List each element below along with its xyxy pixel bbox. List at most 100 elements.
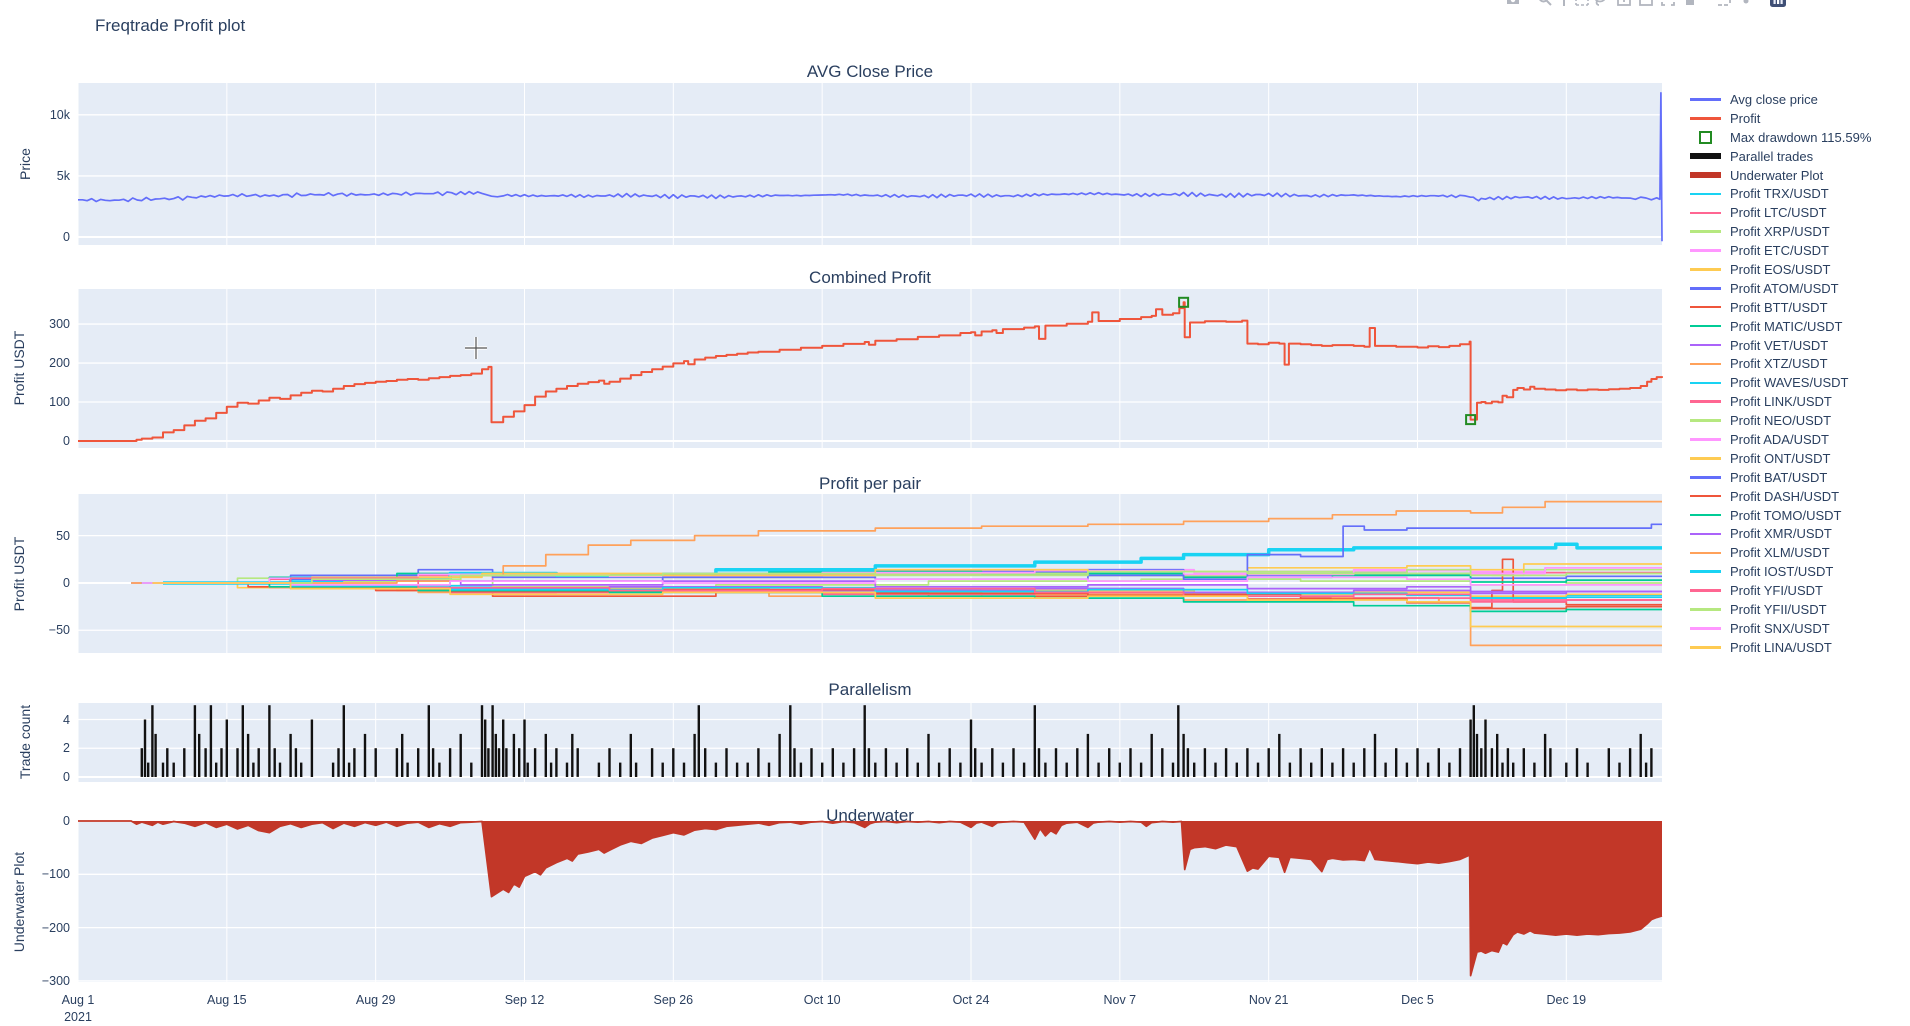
- parallel-trades-bar: [1054, 748, 1058, 777]
- legend-label: Profit VET/USDT: [1730, 337, 1829, 353]
- zoom-in-icon[interactable]: [1616, 0, 1634, 9]
- parallel-trades-bar: [1193, 762, 1196, 777]
- legend-item-profit-etc-usdt[interactable]: Profit ETC/USDT: [1690, 241, 1871, 260]
- legend-swatch: [1690, 476, 1721, 479]
- parallel-trades-bar: [1458, 748, 1462, 777]
- parallel-trades-bar: [497, 748, 501, 777]
- parallel-trades-bar: [1150, 733, 1153, 777]
- reset-axes-icon[interactable]: [1682, 0, 1700, 9]
- legend-item-avg-close-price[interactable]: Avg close price: [1690, 90, 1871, 109]
- legend-item-profit-trx-usdt[interactable]: Profit TRX/USDT: [1690, 184, 1871, 203]
- box-select-icon[interactable]: [1574, 0, 1592, 9]
- legend-item-profit-btt-usdt[interactable]: Profit BTT/USDT: [1690, 298, 1871, 317]
- parallel-trades-bar: [337, 748, 340, 777]
- y-tick-label: 0: [63, 230, 70, 245]
- parallel-trades-bar: [273, 748, 276, 777]
- legend-item-profit-matic-usdt[interactable]: Profit MATIC/USDT: [1690, 317, 1871, 336]
- zoom-icon[interactable]: [1537, 0, 1555, 9]
- series-line-underwater-plot: [78, 820, 1663, 977]
- legend-item-profit-neo-usdt[interactable]: Profit NEO/USDT: [1690, 411, 1871, 430]
- legend-item-profit[interactable]: Profit: [1690, 109, 1871, 128]
- legend-item-profit-yfi-usdt[interactable]: Profit YFI/USDT: [1690, 581, 1871, 600]
- legend-item-profit-ltc-usdt[interactable]: Profit LTC/USDT: [1690, 203, 1871, 222]
- legend-item-profit-ont-usdt[interactable]: Profit ONT/USDT: [1690, 449, 1871, 468]
- legend-item-profit-atom-usdt[interactable]: Profit ATOM/USDT: [1690, 279, 1871, 298]
- parallel-trades-bar: [895, 762, 898, 777]
- y-tick-label: 0: [63, 770, 70, 784]
- legend-swatch: [1690, 627, 1721, 630]
- parallel-trades-bar: [1501, 762, 1504, 777]
- pan-icon[interactable]: [1556, 0, 1574, 9]
- legend-label: Profit TOMO/USDT: [1730, 507, 1842, 523]
- subplot-1-plot-area[interactable]: [78, 83, 1662, 245]
- legend-item-profit-iost-usdt[interactable]: Profit IOST/USDT: [1690, 562, 1871, 581]
- parallel-trades-bar: [661, 762, 664, 777]
- legend-swatch: [1690, 589, 1721, 592]
- legend-label: Profit LINA/USDT: [1730, 639, 1832, 655]
- legend-item-profit-vet-usdt[interactable]: Profit VET/USDT: [1690, 336, 1871, 355]
- parallel-trades-bar: [172, 762, 175, 777]
- modebar: [0, 0, 1910, 11]
- legend-item-profit-link-usdt[interactable]: Profit LINK/USDT: [1690, 392, 1871, 411]
- legend-item-profit-xrp-usdt[interactable]: Profit XRP/USDT: [1690, 222, 1871, 241]
- parallel-trades-bar: [1044, 762, 1047, 777]
- parallel-trades-bar: [672, 748, 675, 777]
- legend-swatch: [1690, 494, 1721, 498]
- legend-label: Profit MATIC/USDT: [1730, 318, 1843, 334]
- parallel-trades-bar: [842, 762, 845, 777]
- legend-item-profit-ada-usdt[interactable]: Profit ADA/USDT: [1690, 430, 1871, 449]
- parallel-trades-bar: [147, 762, 150, 777]
- parallel-trades-bar: [1235, 762, 1238, 777]
- legend-item-max-drawdown-115-59-[interactable]: Max drawdown 115.59%: [1690, 128, 1871, 147]
- legend-item-profit-xlm-usdt[interactable]: Profit XLM/USDT: [1690, 543, 1871, 562]
- plotly-logo[interactable]: [1770, 0, 1788, 9]
- zoom-out-icon[interactable]: [1638, 0, 1656, 9]
- parallel-trades-bar: [480, 705, 484, 777]
- lasso-select-icon[interactable]: [1592, 0, 1610, 9]
- toggle-spikelines-icon[interactable]: [1716, 0, 1734, 9]
- parallel-trades-bar: [799, 762, 803, 777]
- subplot-2-plot-area[interactable]: [78, 289, 1662, 448]
- legend-item-profit-dash-usdt[interactable]: Profit DASH/USDT: [1690, 487, 1871, 506]
- legend-label: Profit NEO/USDT: [1730, 413, 1832, 429]
- legend-item-profit-waves-usdt[interactable]: Profit WAVES/USDT: [1690, 373, 1871, 392]
- x-tick-label: Aug 15: [206, 993, 247, 1007]
- legend-item-profit-xmr-usdt[interactable]: Profit XMR/USDT: [1690, 524, 1871, 543]
- parallel-trades-bar: [697, 705, 700, 777]
- legend-item-profit-lina-usdt[interactable]: Profit LINA/USDT: [1690, 638, 1871, 657]
- legend-label: Profit ETC/USDT: [1730, 243, 1829, 259]
- parallel-trades-bar: [183, 748, 186, 777]
- y-axis-label-profit-usdt-combined: Profit USDT: [11, 330, 27, 406]
- parallel-trades-bar: [1618, 762, 1621, 777]
- parallel-trades-bar: [1373, 733, 1377, 777]
- parallel-trades-bar: [1299, 748, 1302, 777]
- legend-label: Profit BTT/USDT: [1730, 299, 1828, 315]
- hover-closest-icon[interactable]: [1741, 0, 1759, 9]
- parallel-trades-bar: [576, 748, 579, 777]
- parallel-trades-bar: [417, 748, 420, 777]
- parallel-trades-bar: [1341, 748, 1345, 777]
- parallel-trades-bar: [331, 762, 335, 777]
- legend-label: Profit YFII/USDT: [1730, 601, 1827, 617]
- camera-icon[interactable]: [1505, 0, 1523, 9]
- parallel-trades-bar: [1384, 762, 1387, 777]
- legend-label: Parallel trades: [1730, 148, 1814, 164]
- legend-item-profit-bat-usdt[interactable]: Profit BAT/USDT: [1690, 468, 1871, 487]
- legend-item-profit-xtz-usdt[interactable]: Profit XTZ/USDT: [1690, 354, 1871, 373]
- legend-item-parallel-trades[interactable]: Parallel trades: [1690, 147, 1871, 166]
- legend-item-profit-tomo-usdt[interactable]: Profit TOMO/USDT: [1690, 506, 1871, 525]
- legend-item-underwater-plot[interactable]: Underwater Plot: [1690, 166, 1871, 185]
- parallel-trades-bar: [650, 748, 654, 777]
- legend-swatch: [1690, 117, 1721, 120]
- parallel-trades-bar: [1475, 733, 1479, 777]
- legend-item-profit-snx-usdt[interactable]: Profit SNX/USDT: [1690, 619, 1871, 638]
- autoscale-icon[interactable]: [1660, 0, 1678, 9]
- legend-item-profit-eos-usdt[interactable]: Profit EOS/USDT: [1690, 260, 1871, 279]
- parallel-trades-bar: [969, 719, 973, 777]
- parallel-trades-bar: [714, 762, 718, 777]
- parallel-trades-bar: [502, 719, 505, 777]
- legend-swatch: [1690, 608, 1721, 611]
- y-tick-label: 0: [63, 434, 70, 448]
- legend-item-profit-yfii-usdt[interactable]: Profit YFII/USDT: [1690, 600, 1871, 619]
